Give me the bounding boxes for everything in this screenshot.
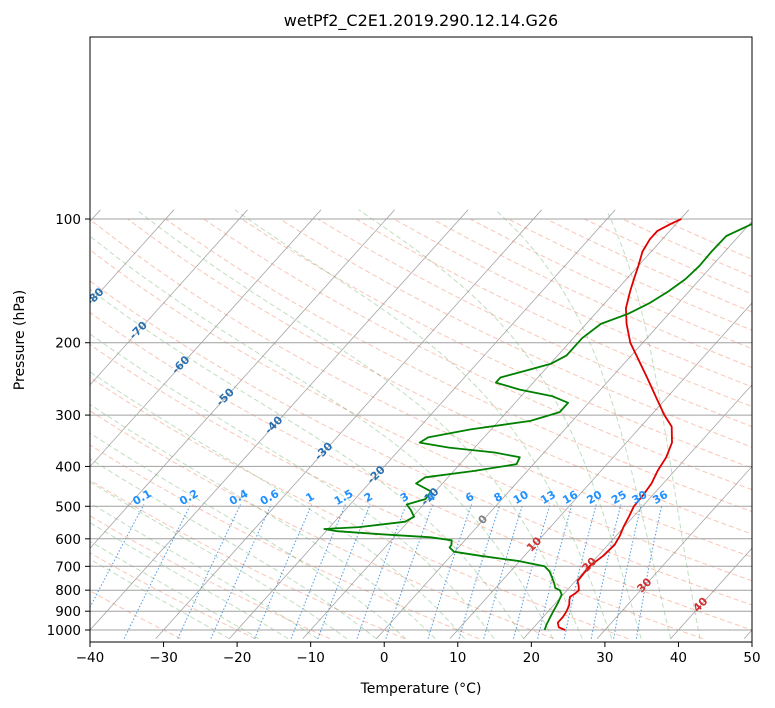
x-tick-label: 20: [523, 650, 540, 666]
x-tick-label: 30: [596, 650, 613, 666]
x-tick-label: −20: [223, 650, 252, 666]
y-axis: 1000 900 800 700 600 500 400 300 200 100: [47, 212, 90, 639]
mixing-ratio-line: [210, 504, 272, 639]
moist-adiabat: [90, 333, 495, 640]
y-tick-label: 400: [55, 459, 81, 475]
mixing-ratio-line: [458, 504, 501, 639]
mixing-ratio-line: [590, 504, 622, 639]
mixing-ratio-line: [385, 504, 434, 639]
background-lines: [90, 209, 752, 640]
isotherm-line: [229, 209, 616, 639]
isotherm-line: [90, 209, 248, 386]
mixing-ratio-line: [636, 504, 663, 639]
y-tick-label: 700: [55, 559, 81, 575]
pressure-gridlines: [90, 218, 752, 631]
x-axis-label: Temperature (°C): [360, 681, 482, 697]
moist-adiabat: [90, 288, 524, 639]
y-tick-label: 100: [55, 212, 81, 228]
mixing-ratio-line: [427, 504, 473, 639]
moist-adiabat: [90, 371, 466, 640]
y-tick-label: 500: [55, 499, 81, 515]
moist-adiabat: [358, 209, 642, 639]
temperature-line: [556, 218, 682, 631]
mixing-ratio-line: [537, 504, 573, 639]
x-tick-label: 0: [380, 650, 389, 666]
plot-frame: [89, 36, 753, 643]
dry-adiabat: [127, 218, 752, 535]
dry-adiabat: [90, 280, 752, 606]
dry-adiabat: [90, 552, 256, 640]
chart-title: wetPf2_C2E1.2019.290.12.14.G26: [284, 11, 558, 31]
mixing-ratio-line: [177, 504, 241, 639]
x-tick-label: −10: [296, 650, 325, 666]
profile-series: [323, 218, 752, 631]
moist-adiabat: [90, 458, 377, 640]
moist-adiabat: [605, 209, 701, 639]
moist-adiabat: [90, 481, 348, 640]
isotherm-line: [449, 302, 752, 639]
x-tick-label: −30: [149, 650, 178, 666]
mixing-ratio-line: [613, 504, 642, 639]
y-tick-label: 900: [55, 604, 81, 620]
moist-adiabat: [90, 558, 230, 640]
isotherm-line: [90, 209, 322, 468]
isotherm-line: [90, 209, 175, 304]
dry-adiabat: [90, 343, 704, 640]
isotherm-line: [302, 209, 690, 639]
dry-adiabat: [279, 218, 752, 448]
y-tick-label: 300: [55, 408, 81, 424]
mixing-ratio-line: [513, 504, 551, 639]
isotherm-line: [90, 209, 469, 631]
moist-adiabat: [90, 540, 259, 640]
dewpoint-line: [323, 223, 752, 631]
isotherm-line: [596, 465, 752, 639]
mixing-ratio-line: [317, 504, 371, 639]
isotherm-line: [90, 209, 395, 549]
dry-adiabat: [203, 218, 752, 491]
y-axis-label: Pressure (hPa): [12, 290, 28, 390]
moist-adiabat: [136, 209, 583, 639]
dry-adiabat: [90, 311, 752, 631]
y-tick-label: 1000: [47, 623, 81, 639]
y-tick-label: 800: [55, 583, 81, 599]
x-tick-label: −40: [76, 650, 105, 666]
dry-adiabat: [90, 376, 629, 640]
dry-adiabat: [90, 218, 752, 558]
isotherm-line: [155, 209, 542, 639]
moist-adiabat: [90, 502, 318, 640]
dry-adiabat: [90, 444, 480, 640]
dry-adiabat: [165, 218, 752, 513]
dry-adiabat: [241, 218, 752, 469]
isotherm-line: [670, 547, 752, 639]
x-tick-label: 50: [743, 650, 760, 666]
isotherm-line: [376, 220, 752, 639]
mixing-ratio-line: [90, 504, 145, 609]
x-tick-label: 10: [449, 650, 466, 666]
mixing-ratio-line: [290, 504, 346, 639]
mixing-ratio-line: [563, 504, 597, 639]
plot-area: [90, 37, 752, 642]
dry-adiabat: [317, 218, 752, 428]
moist-adiabat: [90, 522, 289, 640]
moist-adiabat: [90, 403, 436, 640]
x-axis: −40 −30 −20 −10 0 10 20 30 40 50: [76, 642, 761, 666]
x-tick-label: 40: [670, 650, 687, 666]
mixing-ratio-line: [254, 504, 313, 639]
y-tick-label: 200: [55, 336, 81, 352]
moist-adiabat: [234, 209, 613, 639]
y-tick-label: 600: [55, 532, 81, 548]
